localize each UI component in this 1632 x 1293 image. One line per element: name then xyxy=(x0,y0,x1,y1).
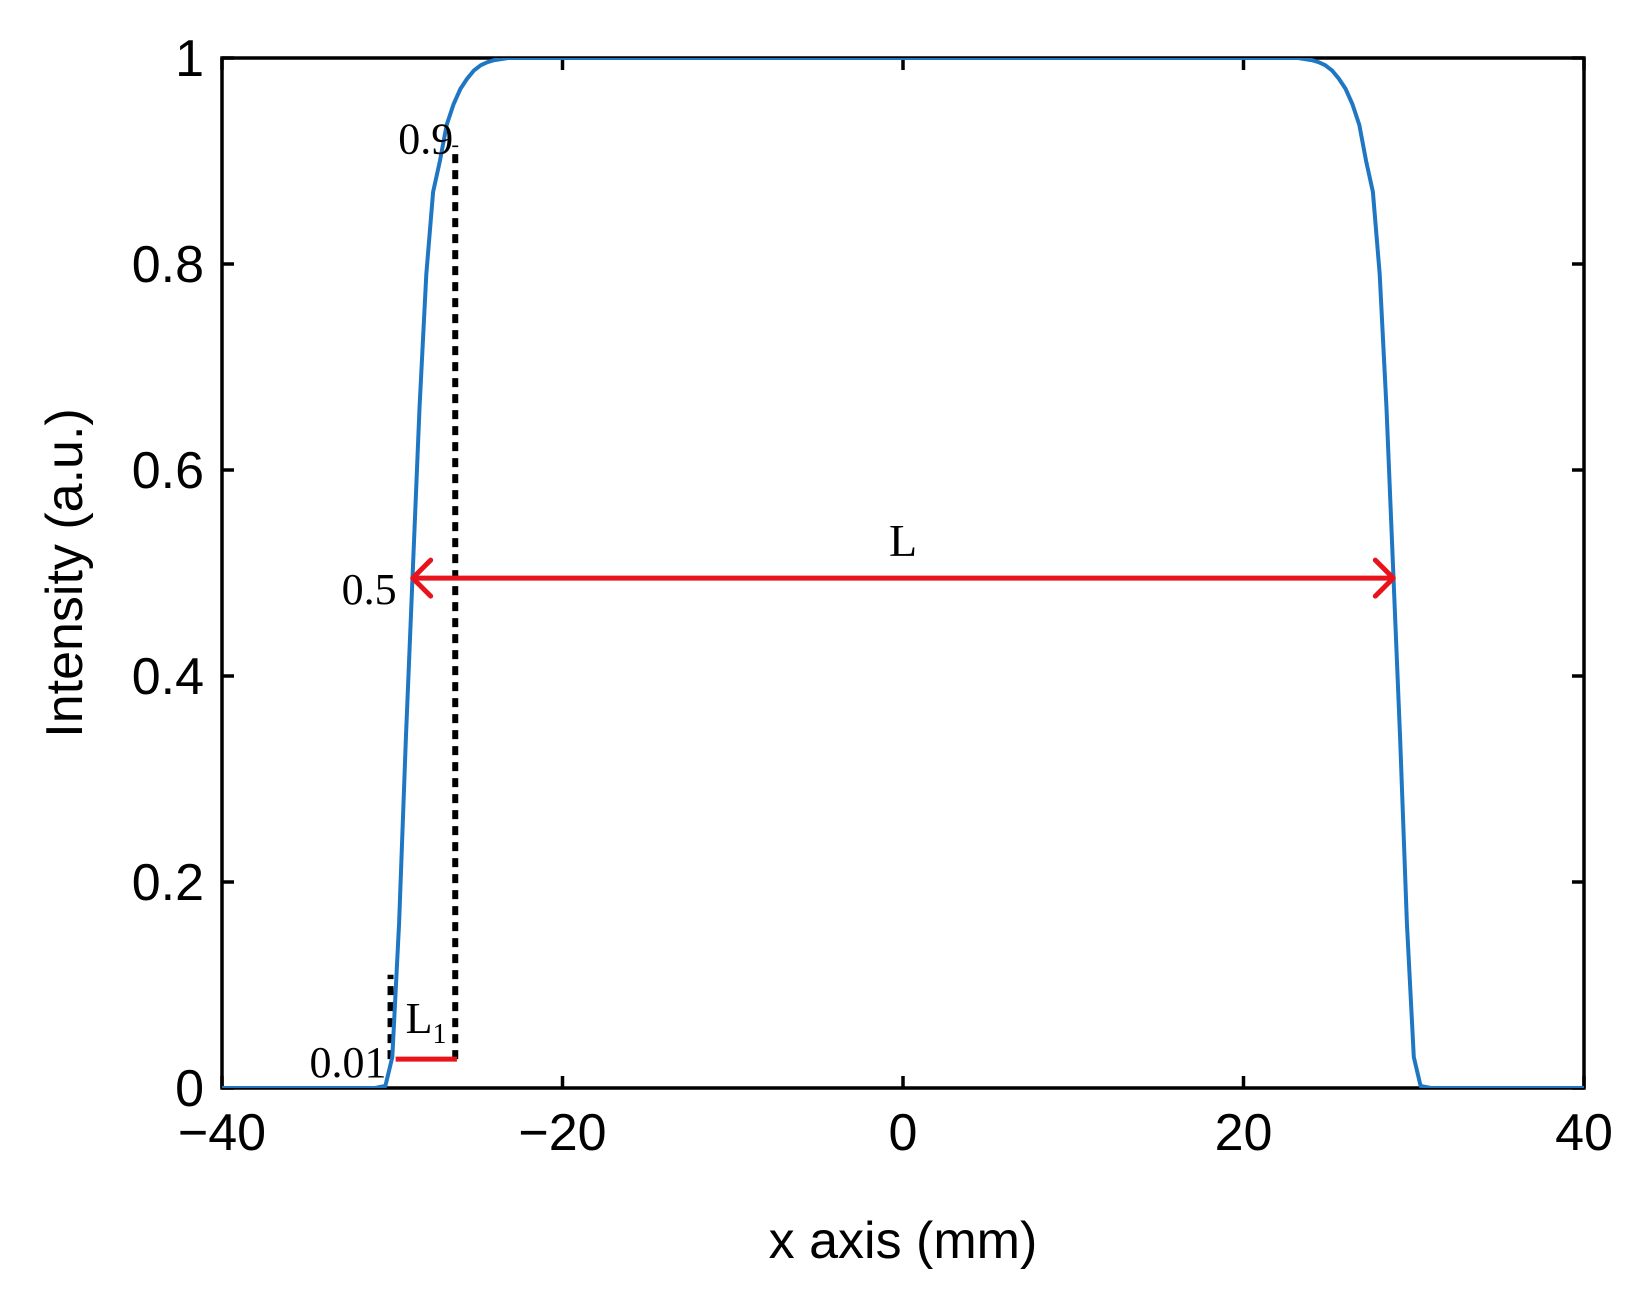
y-tick-label: 1 xyxy=(175,30,204,88)
x-tick-label: 0 xyxy=(889,1104,918,1162)
y-tick-label: 0.6 xyxy=(132,442,204,500)
y-tick-label: 0.8 xyxy=(132,236,204,294)
tick-labels: −40 −20 0 20 40 0 0.2 0.4 0.6 0.8 1 xyxy=(132,30,1613,1162)
width-L-arrowhead-right xyxy=(1372,557,1396,599)
width-L-label: L xyxy=(889,515,917,566)
level-label-0.5: 0.5 xyxy=(342,565,397,614)
level-label-0.9: 0.9 xyxy=(398,115,453,164)
y-tick-label: 0 xyxy=(175,1060,204,1118)
level-label-0.01: 0.01 xyxy=(310,1038,387,1087)
x-tick-label: 40 xyxy=(1555,1104,1613,1162)
y-tick-label: 0.2 xyxy=(132,854,204,912)
edge-width-L1-main: L xyxy=(406,994,433,1043)
x-tick-label: −20 xyxy=(518,1104,606,1162)
y-axis-title: Intensity (a.u.) xyxy=(36,408,94,737)
intensity-series-line xyxy=(222,58,1584,1088)
width-L-arrowhead-left xyxy=(410,557,434,599)
edge-width-L1-subscript: 1 xyxy=(433,1019,447,1050)
y-tick-label: 0.4 xyxy=(132,648,204,706)
edge-width-L1-label: L1 xyxy=(406,994,447,1050)
plot-area xyxy=(220,56,1586,1090)
x-axis-title: x axis (mm) xyxy=(769,1212,1038,1270)
x-tick-label: −40 xyxy=(178,1104,266,1162)
x-tick-label: 20 xyxy=(1215,1104,1273,1162)
